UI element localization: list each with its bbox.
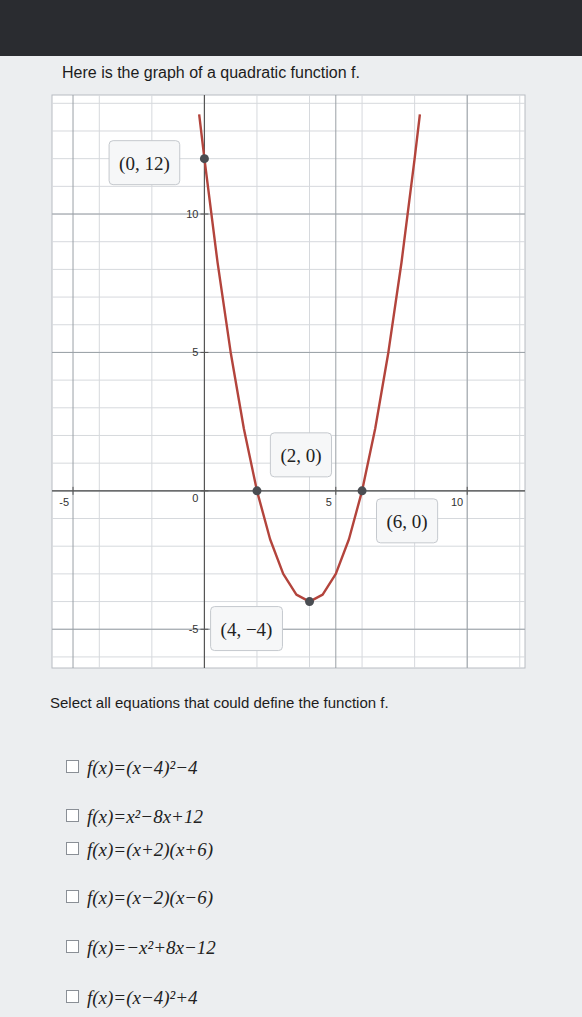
grid-line: [52, 629, 525, 630]
minor-grid-line: [52, 103, 525, 104]
annotation: (2, 0): [270, 433, 331, 477]
grid-line: [52, 214, 525, 215]
minor-grid-line: [52, 186, 525, 187]
option: f(x)=(x−2)(x−6): [66, 887, 213, 909]
x-tick: [467, 487, 468, 495]
minor-grid-line: [99, 95, 100, 668]
y-tick: [200, 490, 208, 491]
minor-grid-line: [309, 95, 310, 668]
minor-grid-line: [52, 241, 525, 242]
minor-grid-line: [52, 490, 525, 491]
option: f(x)=(x−4)²−4: [66, 757, 198, 779]
annotation-box: [270, 433, 331, 477]
minor-grid-line: [52, 324, 525, 325]
y-tick-label: 5: [192, 346, 198, 358]
minor-grid-line: [52, 546, 525, 547]
y-tick-label: -5: [189, 623, 199, 635]
point: [252, 486, 261, 495]
point: [358, 486, 367, 495]
minor-grid-line: [467, 95, 468, 668]
checkbox[interactable]: [66, 890, 79, 903]
annotation-box: [109, 141, 180, 185]
y-tick: [200, 214, 208, 215]
y-tick: [200, 352, 208, 353]
option: f(x)=x²−8x+12: [66, 806, 203, 828]
minor-grid-line: [52, 130, 525, 131]
minor-grid-line: [52, 518, 525, 519]
checkbox[interactable]: [66, 809, 79, 822]
grid-line: [52, 352, 525, 353]
option-text[interactable]: f(x)=−x²+8x−12: [87, 937, 216, 958]
x-tick: [335, 487, 336, 495]
minor-grid-line: [362, 95, 363, 668]
grid-line: [335, 95, 336, 668]
option-text[interactable]: f(x)=(x+2)(x+6): [87, 839, 213, 860]
minor-grid-line: [519, 95, 520, 668]
minor-grid-line: [52, 380, 525, 381]
checkbox[interactable]: [66, 842, 79, 855]
annotation: (0, 12): [109, 141, 180, 185]
x-tick-label: -5: [59, 496, 69, 508]
minor-grid-line: [52, 407, 525, 408]
annotation-box: [376, 499, 437, 543]
minor-grid-line: [52, 656, 525, 657]
point: [200, 154, 209, 163]
option-text[interactable]: f(x)=(x−4)²+4: [87, 987, 198, 1008]
minor-grid-line: [52, 352, 525, 353]
annotation-box: [211, 607, 283, 651]
option: f(x)=−x²+8x−12: [66, 937, 216, 959]
minor-grid-line: [52, 573, 525, 574]
question: Select all equations that could define t…: [50, 694, 389, 711]
minor-grid-line: [52, 269, 525, 270]
option-text[interactable]: f(x)=x²−8x+12: [87, 806, 203, 827]
x-axis: [52, 490, 525, 491]
point: [305, 597, 314, 606]
checkbox[interactable]: [66, 760, 79, 773]
x-tick-label: 10: [451, 496, 463, 508]
option: f(x)=(x+2)(x+6): [66, 839, 213, 861]
minor-grid-line: [204, 95, 205, 668]
grid: [52, 95, 525, 668]
annotation-label: (4, −4): [221, 619, 273, 641]
y-axis: [204, 95, 205, 668]
option-text[interactable]: f(x)=(x−4)²−4: [87, 757, 198, 778]
annotation: (4, −4): [211, 607, 283, 651]
chart: -5 5 10 -5 0 5 10 (0, 12) (2, 0) (6, 0) (4, −4): [0, 0, 582, 1017]
minor-grid-line: [52, 629, 525, 630]
minor-grid-line: [414, 95, 415, 668]
checkbox[interactable]: [66, 940, 79, 953]
plot-area: [52, 95, 525, 668]
annotation-label: (6, 0): [386, 511, 427, 533]
grid-line: [73, 95, 74, 668]
minor-grid-line: [256, 95, 257, 668]
checkbox[interactable]: [66, 990, 79, 1003]
minor-grid-line: [52, 214, 525, 215]
minor-grid-line: [52, 601, 525, 602]
annotation-label: (0, 12): [119, 153, 170, 175]
annotation-label: (2, 0): [280, 445, 321, 467]
y-tick-label: 0: [192, 492, 198, 504]
title: Here is the graph of a quadratic functio…: [62, 64, 360, 82]
x-tick: [73, 487, 74, 495]
annotation: (6, 0): [376, 499, 437, 543]
y-tick: [200, 629, 208, 630]
option: f(x)=(x−4)²+4: [66, 987, 198, 1009]
top-bar: [0, 0, 582, 56]
option-text[interactable]: f(x)=(x−2)(x−6): [87, 887, 213, 908]
x-tick-label: 5: [326, 496, 332, 508]
grid-line: [467, 95, 468, 668]
grid-line: [52, 490, 525, 491]
y-tick-label: 10: [186, 208, 198, 220]
minor-grid-line: [52, 297, 525, 298]
